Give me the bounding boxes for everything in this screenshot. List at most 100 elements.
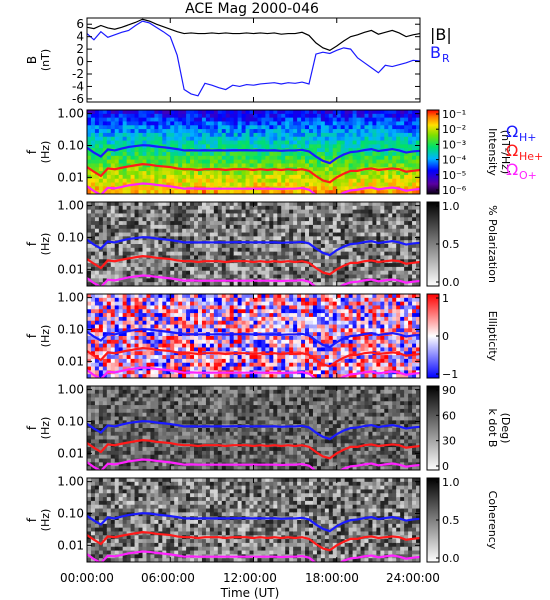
y-tick-label: -6 xyxy=(72,92,84,106)
gyrofrequency-line-hplus xyxy=(87,144,420,165)
y-tick-label: 0.10 xyxy=(57,138,84,152)
y-axis-unit: (Hz) xyxy=(39,417,52,440)
figure-title: ACE Mag 2000-046 xyxy=(185,1,319,17)
y-axis-label: f xyxy=(25,333,39,338)
y-tick-label: 1.00 xyxy=(57,383,84,397)
y-tick-label: 0.01 xyxy=(57,262,84,276)
gyrofrequency-line-hplus xyxy=(87,328,420,349)
x-tick-label-2: 12:00:00 xyxy=(223,571,277,585)
colorbar-tick-label: 0.5 xyxy=(442,238,460,251)
y-axis-label: f xyxy=(25,149,39,154)
gyrofrequency-line-heplus xyxy=(87,347,420,368)
legend-sub-0: H+ xyxy=(519,131,537,144)
colorbar-unit: (Deg) xyxy=(499,413,512,444)
y-tick-label: -4 xyxy=(72,79,84,93)
gyrofrequency-line-heplus xyxy=(87,255,420,276)
panel-coherency: 1.00 0.10 0.01 f (Hz) 1.0 0.5 0.0 Coherency xyxy=(25,475,499,565)
gyrofrequency-line-hplus xyxy=(87,236,420,257)
colorbar-label: k dot B xyxy=(486,409,499,448)
y-tick-label: 6 xyxy=(76,17,84,31)
y-tick-label: 1.00 xyxy=(57,107,84,121)
colorbar-tick-label: 1.0 xyxy=(442,476,460,489)
colorbar-tick-label: −1 xyxy=(442,368,458,381)
x-tick-label-3: 18:00:00 xyxy=(305,571,359,585)
colorbar-tick-label: 10⁻¹ xyxy=(442,108,466,121)
colorbar-tick-label: 0.0 xyxy=(442,276,460,289)
legend-sub-1: He+ xyxy=(519,150,543,163)
y-tick-label: 1.00 xyxy=(57,199,84,213)
colorbar-tick-label: 10⁻⁵ xyxy=(442,169,466,182)
colorbar-tick-label: 1 xyxy=(442,292,449,305)
gyrofrequency-line-oplus xyxy=(87,366,420,378)
colorbar xyxy=(426,109,440,195)
colorbar xyxy=(426,385,440,471)
y-tick-label: -2 xyxy=(72,67,84,81)
legend-br: B xyxy=(430,43,441,62)
y-tick-label: 4 xyxy=(76,30,84,44)
x-axis-label: Time (UT) xyxy=(220,586,280,600)
y-tick-label: 0.01 xyxy=(57,170,84,184)
colorbar-label: Coherency xyxy=(486,491,499,550)
colorbar-tick-label: 90 xyxy=(442,384,456,397)
x-tick-label-1: 06:00:00 xyxy=(141,571,195,585)
y-tick-label: 1.00 xyxy=(57,475,84,489)
gyrofrequency-line-heplus xyxy=(87,439,420,460)
colorbar-tick-label: 1.0 xyxy=(442,200,460,213)
colorbar-tick-label: 10⁻² xyxy=(442,123,466,136)
gyrofrequency-line-oplus xyxy=(87,274,420,286)
y-axis-unit: (Hz) xyxy=(39,141,52,164)
y-tick-label: 2 xyxy=(76,42,84,56)
gyrofrequency-line-hplus xyxy=(87,420,420,441)
gyrofrequency-line-hplus xyxy=(87,512,420,533)
br-line xyxy=(86,20,421,97)
y-tick-label: 0.01 xyxy=(57,446,84,460)
y-axis-label: B xyxy=(25,56,39,64)
legend-omega-0: Ω xyxy=(506,122,518,141)
panel-intensity: 1.00 0.10 0.01 f (Hz) 10⁻¹ 10⁻² 10⁻³ 10⁻⁴ 10⁻⁵ 10⁻… xyxy=(25,107,543,197)
y-axis-unit: (Hz) xyxy=(39,233,52,256)
legend-btotal: |B| xyxy=(430,25,452,44)
y-axis-label: f xyxy=(25,241,39,246)
legend-br-subscript: R xyxy=(442,52,450,65)
colorbar-label: Intensity xyxy=(486,128,499,176)
colorbar-tick-label: 30 xyxy=(442,435,456,448)
x-tick-label-0: 00:00:00 xyxy=(60,571,114,585)
gyrofrequency-line-oplus xyxy=(87,182,420,194)
colorbar-label: % Polarization xyxy=(486,205,499,283)
colorbar-tick-label: 0.0 xyxy=(442,552,460,565)
colorbar-tick-label: 0 xyxy=(442,330,449,343)
polarization-spectrogram xyxy=(87,202,420,286)
colorbar-tick-label: 60 xyxy=(442,409,456,422)
colorbar-tick-label: 0.5 xyxy=(442,514,460,527)
colorbar-label: Ellipticity xyxy=(486,311,499,362)
kdotb-spectrogram xyxy=(87,386,420,470)
y-axis-unit: (Hz) xyxy=(39,509,52,532)
y-tick-label: 1.00 xyxy=(57,291,84,305)
legend-sub-2: O+ xyxy=(519,169,537,182)
y-tick-label: 0.10 xyxy=(57,230,84,244)
panel-polarization: 1.00 0.10 0.01 f (Hz) 1.0 0.5 0.0 % Polarization xyxy=(25,199,499,289)
y-axis-unit: (Hz) xyxy=(39,325,52,348)
y-axis-unit: (nT) xyxy=(39,49,52,71)
x-axis: 00:00:00 06:00:00 12:00:00 18:00:00 24:0… xyxy=(60,571,440,600)
y-tick-label: 0.10 xyxy=(57,414,84,428)
btotal-line xyxy=(86,18,421,52)
gyrofrequency-line-oplus xyxy=(87,458,420,470)
y-axis-label: f xyxy=(25,517,39,522)
y-axis-label: f xyxy=(25,425,39,430)
x-tick-label-4: 24:00:00 xyxy=(386,571,440,585)
gyrofrequency-line-heplus xyxy=(87,163,420,184)
intensity-spectrogram xyxy=(87,110,420,194)
colorbar-tick-label: 10⁻³ xyxy=(442,138,466,151)
colorbar-unit: (nT²/Hz) xyxy=(499,130,512,174)
colorbar-tick-label: 10⁻⁶ xyxy=(442,184,467,197)
gyrofrequency-line-heplus xyxy=(87,531,420,552)
ellipticity-spectrogram xyxy=(87,294,420,378)
legend-omega-1: Ω xyxy=(506,141,518,160)
legend-omega-2: Ω xyxy=(506,160,518,179)
y-tick-label: 0.10 xyxy=(57,506,84,520)
y-tick-label: 0.01 xyxy=(57,538,84,552)
